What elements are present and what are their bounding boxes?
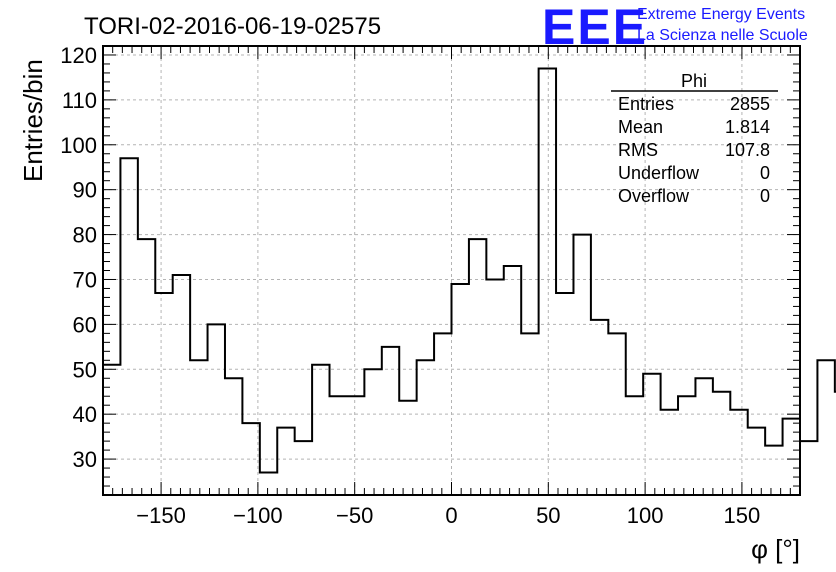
logo-line-2: La Scienza nelle Scuole [637, 27, 808, 44]
x-tick-label: 0 [445, 503, 457, 528]
histogram-bin [399, 401, 416, 495]
histogram-bin [800, 441, 817, 495]
histogram-bin [748, 428, 765, 495]
histogram-bin [713, 392, 730, 495]
y-tick-label: 50 [73, 357, 97, 382]
histogram-bin [469, 239, 486, 495]
histogram-bin [678, 396, 695, 495]
y-tick-label: 90 [73, 178, 97, 203]
histogram-bin [120, 158, 137, 495]
axis-ticks [103, 45, 800, 495]
stats-row-value: 1.814 [725, 117, 770, 137]
histogram-bin [138, 239, 155, 495]
stats-row-value: 0 [760, 163, 770, 183]
x-tick-label: 150 [724, 503, 761, 528]
histogram-outline [103, 67, 836, 474]
histogram-bin [190, 360, 207, 495]
grid-lines [103, 46, 800, 495]
y-tick-label: 30 [73, 447, 97, 472]
histogram-bin [591, 320, 608, 495]
histogram-bin [765, 446, 782, 495]
x-axis-label: φ [°] [751, 534, 800, 564]
stats-row-label: Overflow [618, 186, 690, 206]
stats-row-label: Mean [618, 117, 663, 137]
x-tick-label: 50 [536, 503, 560, 528]
stats-row-label: Entries [618, 94, 674, 114]
histogram-bin [434, 333, 451, 495]
histogram-bin [277, 428, 294, 495]
histogram-bin [643, 374, 660, 495]
x-tick-label: −100 [233, 503, 283, 528]
histogram-bin [573, 235, 590, 495]
y-tick-label: 60 [73, 312, 97, 337]
stats-row-label: Underflow [618, 163, 700, 183]
histogram-bars [103, 67, 836, 495]
y-tick-label: 70 [73, 267, 97, 292]
histogram-bin [626, 396, 643, 495]
histogram-bin [173, 275, 190, 495]
logo-line-1: Extreme Energy Events [637, 6, 805, 23]
x-tick-labels: −150 −100 −50 0 50 100 150 [136, 503, 760, 528]
y-tick-label: 40 [73, 402, 97, 427]
histogram-bin [260, 473, 277, 495]
x-tick-label: −50 [336, 503, 373, 528]
x-tick-label: −150 [136, 503, 186, 528]
y-tick-label: 100 [60, 133, 97, 158]
histogram-bin [452, 284, 469, 495]
stats-row-value: 0 [760, 186, 770, 206]
histogram-bin [295, 441, 312, 495]
stats-row-value: 2855 [730, 94, 770, 114]
histogram-bin [730, 410, 747, 495]
histogram-bin [347, 396, 364, 495]
histogram-bin [103, 365, 120, 495]
stats-row-value: 107.8 [725, 140, 770, 160]
histogram-bin [417, 360, 434, 495]
chart-title: TORI-02-2016-06-19-02575 [84, 13, 381, 40]
histogram-bin [330, 396, 347, 495]
histogram-bin [783, 419, 800, 495]
stats-row-label: RMS [618, 140, 658, 160]
y-tick-label: 80 [73, 223, 97, 248]
histogram-bin [817, 360, 834, 495]
y-axis-label: Entries/bin [18, 59, 48, 182]
x-tick-label: 100 [627, 503, 664, 528]
histogram-bin [486, 279, 503, 495]
y-tick-labels: 30 40 50 60 70 80 90 100 110 120 [60, 43, 97, 472]
histogram-bin [364, 369, 381, 495]
histogram-bin [695, 378, 712, 495]
eee-logo: EEE Extreme Energy Events La Scienza nel… [542, 0, 808, 55]
histogram-bin [225, 378, 242, 495]
histogram-bin [556, 293, 573, 495]
y-tick-label: 120 [60, 43, 97, 68]
histogram-bin [155, 293, 172, 495]
histogram-bin [661, 410, 678, 495]
histogram-bin [504, 266, 521, 495]
y-tick-label: 110 [62, 88, 97, 113]
histogram-bin [208, 324, 225, 495]
histogram-bin [312, 365, 329, 495]
histogram-bin [608, 333, 625, 495]
stats-name: Phi [681, 71, 707, 91]
histogram-bin [382, 347, 399, 495]
histogram-bin [242, 423, 259, 495]
histogram-bin [539, 68, 556, 495]
stats-box: Phi Entries 2855 Mean 1.814 RMS 107.8 Underflo… [611, 71, 778, 206]
